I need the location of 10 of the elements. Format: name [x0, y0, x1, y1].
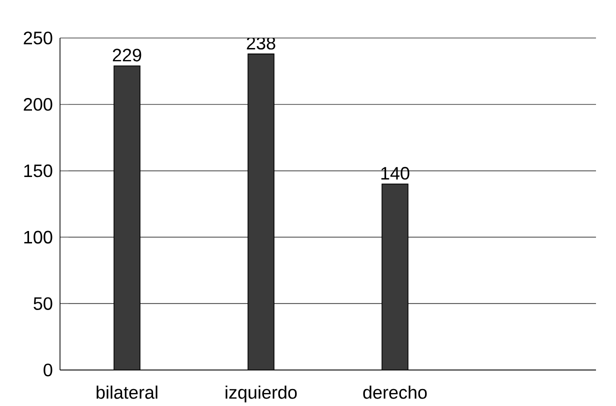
data-label: 229 [112, 48, 142, 62]
x-tick-label: derecho [363, 386, 427, 399]
x-tick-label: izquierdo [226, 386, 297, 402]
y-tick-label: 0 [44, 364, 52, 376]
y-tick-label: 100 [24, 230, 52, 244]
y-tick-label: 50 [34, 297, 52, 310]
x-tick-label: bilateral [96, 386, 158, 399]
y-tick-label: 250 [24, 32, 52, 44]
y-tick-label: 200 [24, 98, 52, 111]
y-tick-label: 150 [24, 164, 52, 178]
